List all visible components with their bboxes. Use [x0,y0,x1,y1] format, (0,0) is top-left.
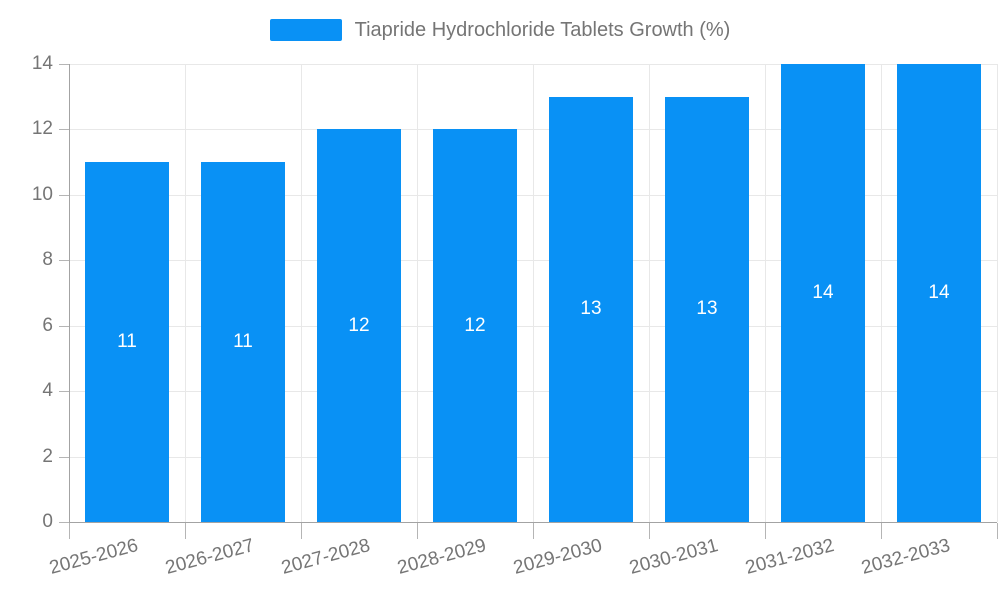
gridline-v [301,64,302,522]
y-axis-tick [59,129,69,131]
bar[interactable]: 12 [433,129,517,522]
y-axis-tick [59,194,69,196]
x-axis-tick [185,523,186,539]
y-axis-tick-label: 6 [42,314,53,336]
bar[interactable]: 11 [85,162,169,522]
y-axis-tick [59,522,69,523]
y-axis-tick-label: 10 [31,183,53,205]
bar-value-label: 14 [812,282,834,303]
bar-value-label: 11 [117,331,137,353]
y-axis-tick-label: 12 [31,118,53,140]
bar[interactable]: 14 [897,64,981,522]
y-axis-line [69,64,70,523]
x-axis-tick [997,523,998,539]
x-axis-tick [881,523,882,539]
y-axis-tick [59,260,69,262]
legend-marker-icon [269,19,342,41]
x-axis-tick [765,523,766,539]
y-axis-tick [59,456,69,458]
gridline-v [185,64,186,522]
bar-value-label: 14 [928,282,950,303]
y-axis-tick-label: 2 [42,445,53,467]
bar[interactable]: 12 [317,129,401,522]
x-axis-tick [533,523,534,539]
bar[interactable]: 13 [549,96,633,522]
y-axis-tick [59,391,69,393]
bar-value-label: 11 [233,331,253,353]
bar[interactable]: 11 [201,162,285,522]
bar[interactable]: 14 [781,64,865,522]
bar-value-label: 12 [464,314,486,336]
x-axis-tick [69,523,70,539]
bar-value-label: 12 [348,314,370,336]
y-axis-tick-label: 8 [42,249,53,271]
gridline-v [765,64,766,522]
legend-item[interactable]: Tiapride Hydrochloride Tablets Growth (%… [0,18,1000,42]
gridline-v [881,64,882,522]
y-axis-tick-label: 14 [31,53,53,74]
x-axis-tick [417,523,418,539]
gridline-v [649,64,650,522]
y-axis-tick-label: 4 [42,380,53,402]
x-axis-tick [301,523,302,539]
x-axis-line [69,522,997,523]
bar-value-label: 13 [580,298,602,320]
y-axis-tick-label: 0 [42,511,53,532]
x-axis-tick [649,523,650,539]
bar[interactable]: 13 [665,96,749,522]
bar-value-label: 13 [696,298,718,320]
gridline-v [417,64,418,522]
gridline-v [533,64,534,522]
gridline-v [997,64,998,522]
legend-label: Tiapride Hydrochloride Tablets Growth (%… [354,19,731,41]
y-axis-tick [59,325,69,327]
y-axis-tick [59,64,69,65]
